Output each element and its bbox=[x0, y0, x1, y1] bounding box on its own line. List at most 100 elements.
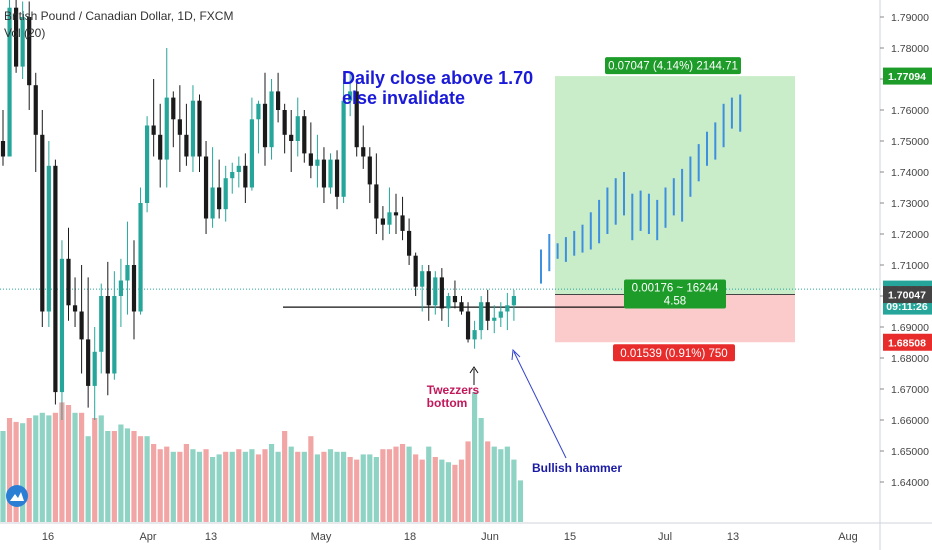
y-tick-label: 1.72000 bbox=[891, 229, 929, 241]
axis-badge-stop-box bbox=[883, 333, 932, 351]
volume-bar bbox=[373, 457, 379, 522]
candle bbox=[249, 97, 254, 191]
candle-body bbox=[27, 17, 32, 86]
candle-body bbox=[420, 271, 425, 287]
y-tick-label: 1.67000 bbox=[891, 384, 929, 396]
entry-label-box bbox=[624, 279, 726, 309]
volume-bar bbox=[111, 431, 117, 522]
candle bbox=[479, 296, 484, 340]
x-tick-label: 13 bbox=[727, 531, 739, 543]
candle-body bbox=[0, 141, 6, 157]
volume-bar bbox=[236, 449, 242, 522]
candle-body bbox=[465, 311, 471, 340]
tradingview-logo[interactable] bbox=[6, 485, 28, 507]
candle bbox=[289, 110, 294, 172]
candle-body bbox=[72, 305, 78, 312]
y-tick-label: 1.76000 bbox=[891, 105, 929, 117]
tweezers-arrow-head bbox=[469, 366, 479, 374]
candle bbox=[138, 187, 143, 315]
candle bbox=[105, 261, 110, 396]
candle bbox=[33, 72, 38, 172]
volume-bar bbox=[157, 449, 163, 522]
volume-bar bbox=[118, 424, 124, 522]
y-tick-label: 1.69000 bbox=[891, 322, 929, 334]
symbol-title: British Pound / Canadian Dollar, 1D, FXC… bbox=[4, 9, 234, 23]
candle-body bbox=[413, 255, 418, 287]
axis-badge-stop: 1.68508 bbox=[888, 337, 926, 349]
candle bbox=[393, 193, 399, 234]
volume-bar bbox=[485, 441, 491, 522]
volume-bar bbox=[124, 428, 131, 522]
candle bbox=[374, 153, 379, 234]
candle bbox=[334, 150, 340, 210]
candle bbox=[380, 206, 385, 241]
volume-bar bbox=[72, 412, 78, 522]
volume-bar bbox=[144, 436, 150, 522]
candle bbox=[118, 258, 123, 327]
volume-bars bbox=[0, 392, 524, 522]
candle bbox=[125, 221, 130, 315]
candle-body bbox=[118, 280, 123, 296]
candle bbox=[302, 110, 307, 163]
candle-body bbox=[105, 296, 110, 374]
volume-bar bbox=[432, 457, 438, 522]
volume-bar bbox=[20, 423, 26, 522]
y-tick-label: 1.66000 bbox=[891, 415, 929, 427]
volume-bar bbox=[360, 454, 366, 522]
candle bbox=[20, 1, 25, 79]
volume-bar bbox=[262, 449, 268, 522]
x-tick-label: Apr bbox=[139, 531, 156, 543]
candle bbox=[367, 147, 372, 203]
stop-label: 0.01539 (0.91%) 750 bbox=[620, 348, 727, 360]
candle bbox=[262, 72, 268, 166]
annotation-bullish-hammer: Bullish hammer bbox=[532, 461, 622, 475]
candle-body bbox=[426, 271, 431, 306]
candle-body bbox=[256, 103, 261, 120]
candle-body bbox=[498, 311, 503, 318]
volume-bar bbox=[426, 446, 432, 522]
x-tick-label: Aug bbox=[838, 531, 858, 543]
x-tick-label: 16 bbox=[42, 531, 54, 543]
stop-label-box bbox=[613, 344, 735, 362]
x-tick-label: 15 bbox=[564, 531, 576, 543]
volume-bar bbox=[131, 431, 137, 522]
candle bbox=[341, 79, 346, 203]
candle bbox=[46, 141, 51, 327]
volume-bar bbox=[26, 418, 32, 522]
candle bbox=[295, 97, 300, 157]
candle-body bbox=[289, 134, 294, 141]
y-tick-label: 1.68000 bbox=[891, 353, 929, 365]
volume-bar bbox=[327, 449, 334, 522]
volume-bar bbox=[33, 415, 39, 522]
volume-bar bbox=[79, 412, 85, 522]
volume-bar bbox=[242, 451, 248, 522]
target-label-box bbox=[605, 57, 741, 75]
candle bbox=[354, 79, 359, 157]
volume-bar bbox=[268, 444, 275, 522]
volume-bar bbox=[445, 462, 451, 522]
candle-body bbox=[7, 7, 12, 157]
candle-body bbox=[230, 172, 235, 179]
volume-bar bbox=[491, 446, 497, 522]
x-tick-label: 18 bbox=[404, 531, 416, 543]
y-tick-label: 1.78000 bbox=[891, 43, 929, 55]
candle-body bbox=[446, 296, 451, 309]
candle bbox=[197, 94, 202, 172]
candle-body bbox=[387, 212, 392, 225]
volume-bar bbox=[105, 431, 111, 522]
candle bbox=[27, 1, 32, 110]
candle-body bbox=[66, 258, 71, 306]
candle-body bbox=[361, 147, 366, 157]
candle-body bbox=[262, 103, 268, 148]
candle-body bbox=[14, 7, 19, 67]
volume-bar bbox=[354, 459, 360, 522]
candle-body bbox=[99, 296, 104, 352]
volume-bar bbox=[347, 457, 353, 522]
y-tick-label: 1.79000 bbox=[891, 12, 929, 24]
volume-bar bbox=[183, 444, 189, 522]
candle bbox=[426, 265, 431, 321]
x-tick-label: Jun bbox=[481, 531, 499, 543]
candle bbox=[492, 305, 497, 334]
candle-body bbox=[400, 215, 405, 231]
